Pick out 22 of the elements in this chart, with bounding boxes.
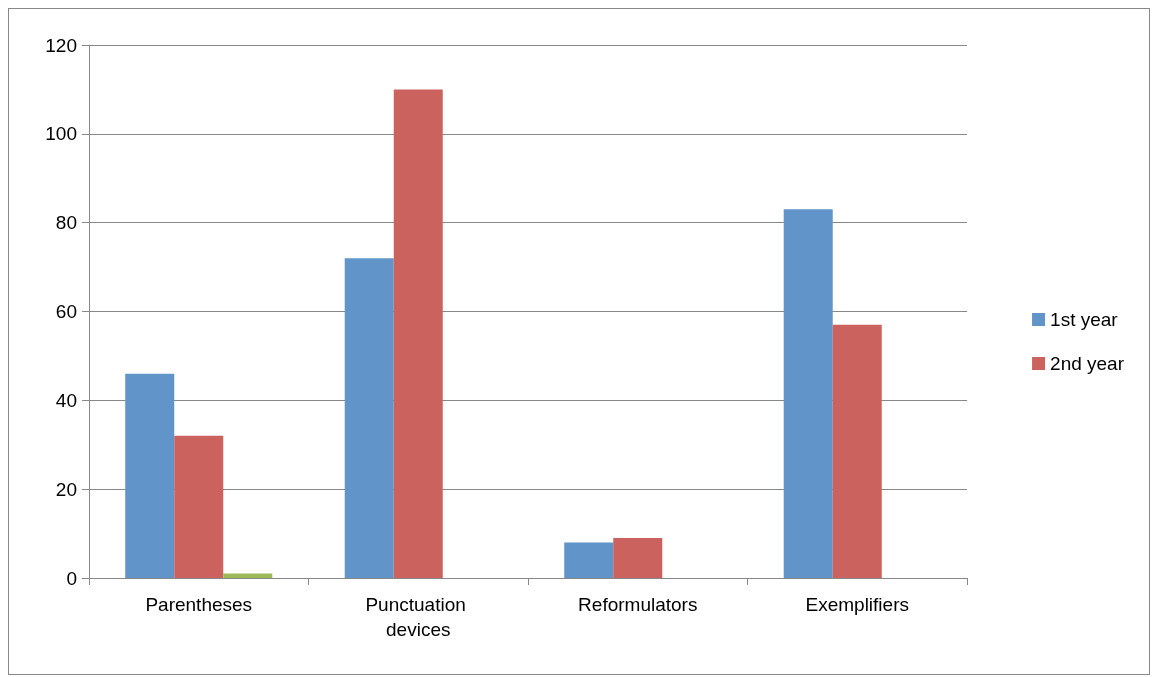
bar bbox=[125, 373, 175, 578]
bar bbox=[223, 573, 273, 578]
bar bbox=[564, 542, 614, 578]
legend-label: 2nd year bbox=[1050, 353, 1125, 374]
bar bbox=[393, 89, 443, 578]
x-tick-label: Exemplifiers bbox=[805, 594, 909, 615]
y-tick-label: 0 bbox=[66, 567, 77, 589]
bar bbox=[783, 209, 833, 578]
y-tick-label: 60 bbox=[55, 301, 77, 322]
y-tick-label: 100 bbox=[45, 123, 77, 145]
x-tick-label: Punctuation devices bbox=[365, 594, 472, 640]
y-tick-label: 20 bbox=[55, 478, 77, 500]
legend-label: 1st year bbox=[1050, 309, 1119, 330]
x-tick-label: Parentheses bbox=[145, 594, 253, 615]
bar bbox=[174, 435, 224, 578]
y-tick-label: 40 bbox=[55, 389, 77, 411]
x-tick-label: Reformulators bbox=[578, 594, 698, 615]
bar bbox=[613, 538, 663, 578]
y-tick-label: 80 bbox=[55, 212, 77, 234]
bar bbox=[344, 258, 394, 578]
y-tick-label: 120 bbox=[45, 34, 77, 56]
bar bbox=[832, 324, 882, 578]
